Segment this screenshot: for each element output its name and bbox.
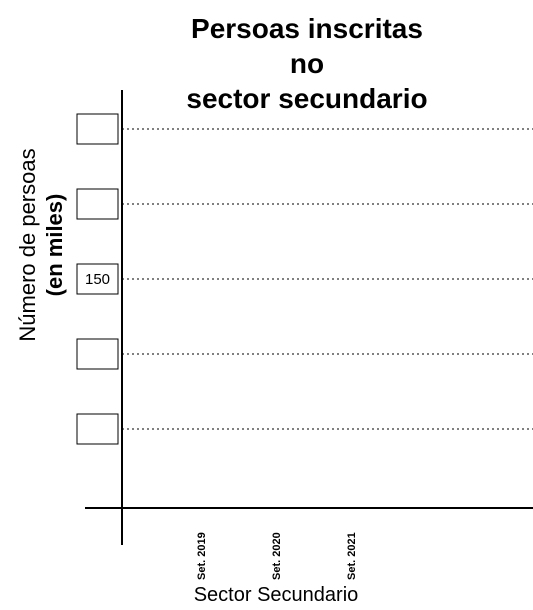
chart-title-line-1: Persoas inscritas xyxy=(191,13,423,44)
y-axis-label-line-1: Número de persoas xyxy=(15,148,40,341)
x-tick-label: Set. 2020 xyxy=(271,532,283,580)
y-tick-box[interactable] xyxy=(76,338,119,370)
y-tick-box[interactable] xyxy=(76,413,119,445)
y-tick-box[interactable] xyxy=(76,113,119,145)
y-tick-box[interactable] xyxy=(76,188,119,220)
chart-title: Persoas inscritas no sector secundario xyxy=(186,13,427,114)
y-axis-label-line-2: (en miles) xyxy=(42,194,67,297)
y-axis-label: Número de persoas (en miles) xyxy=(15,148,67,341)
x-axis-label: Sector Secundario xyxy=(194,584,359,606)
y-tick-boxes: 150 xyxy=(76,113,119,445)
chart-title-line-3: sector secundario xyxy=(186,83,427,114)
x-tick-label: Set. 2019 xyxy=(196,532,208,580)
chart-title-line-2: no xyxy=(290,48,324,79)
x-tick-labels: Set. 2019 Set. 2020 Set. 2021 xyxy=(196,532,358,580)
y-tick-box[interactable] xyxy=(76,263,119,295)
gridlines xyxy=(122,128,533,430)
x-tick-label: Set. 2021 xyxy=(346,532,358,580)
y-tick-label: 150 xyxy=(85,271,110,288)
